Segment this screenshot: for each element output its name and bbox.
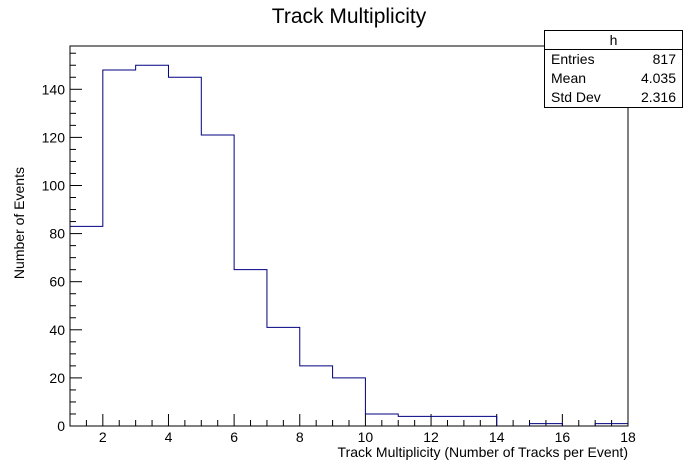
y-axis-label: Number of Events (11, 167, 27, 279)
stats-label: Std Dev (551, 89, 601, 105)
x-axis-label: Track Multiplicity (Number of Tracks per… (338, 444, 628, 460)
y-tick-label: 80 (49, 226, 65, 242)
y-tick-label: 40 (49, 322, 65, 338)
y-tick-label: 100 (42, 177, 66, 193)
stats-value: 4.035 (640, 70, 676, 86)
histogram-line (70, 64, 628, 427)
x-tick-label: 8 (296, 429, 304, 445)
stats-box: h Entries 817 Mean 4.035 Std Dev 2.316 (544, 30, 683, 108)
stats-label: Entries (551, 51, 595, 67)
x-tick-label: 4 (165, 429, 173, 445)
stats-row-entries: Entries 817 (545, 50, 682, 69)
x-tick-label: 14 (489, 429, 505, 445)
chart-title: Track Multiplicity (272, 5, 427, 28)
x-tick-label: 6 (230, 429, 238, 445)
y-tick-label: 60 (49, 274, 65, 290)
stats-value: 2.316 (640, 89, 676, 105)
stats-value: 817 (652, 51, 676, 67)
x-tick-label: 12 (423, 429, 439, 445)
stats-label: Mean (551, 70, 587, 86)
stats-title: h (545, 31, 682, 50)
axis-ticks: 2 4 6 8 10 12 14 16 18 0 20 40 60 80 100 120 140 (42, 52, 636, 445)
y-tick-label: 140 (42, 81, 66, 97)
stats-row-stddev: Std Dev 2.316 (545, 88, 682, 107)
stats-row-mean: Mean 4.035 (545, 69, 682, 88)
y-tick-label: 120 (42, 129, 66, 145)
plot-frame (69, 45, 629, 427)
x-tick-label: 2 (99, 429, 107, 445)
x-tick-label: 18 (620, 429, 636, 445)
x-tick-label: 16 (555, 429, 571, 445)
x-tick-label: 10 (358, 429, 374, 445)
y-tick-label: 0 (57, 418, 65, 434)
y-tick-label: 20 (49, 370, 65, 386)
